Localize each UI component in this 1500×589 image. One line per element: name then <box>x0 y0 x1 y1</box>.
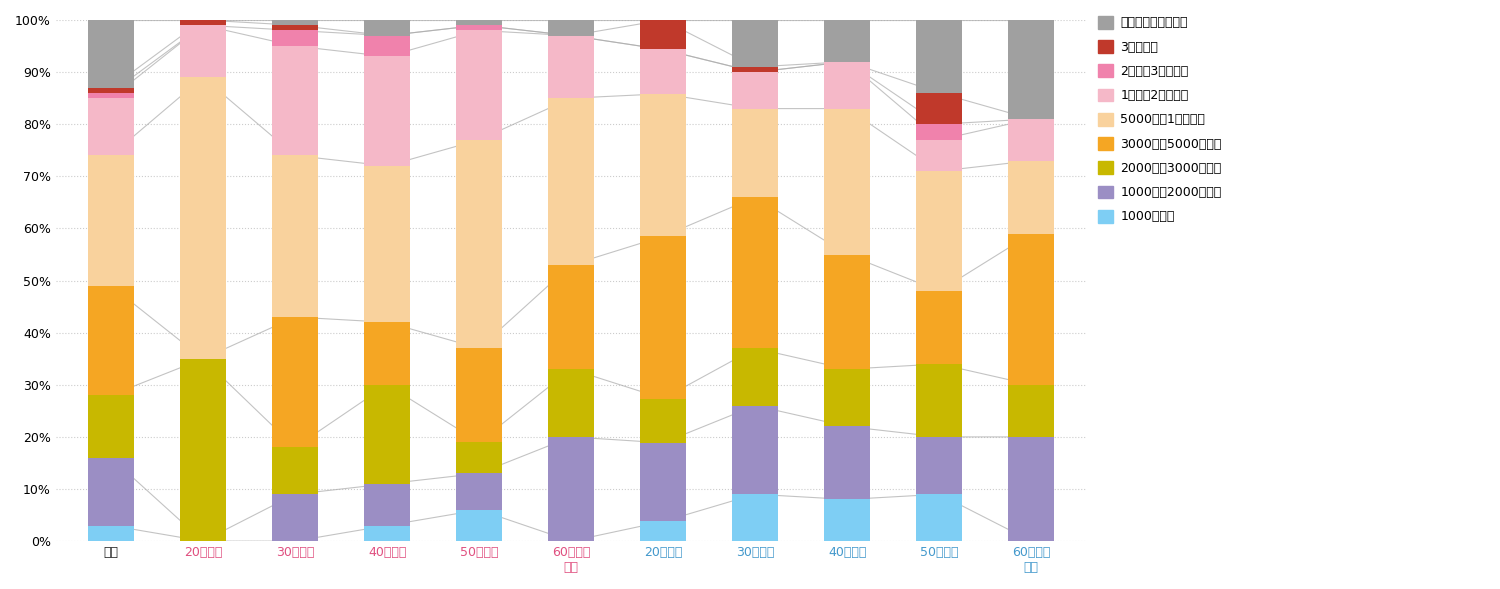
Bar <box>456 442 503 474</box>
Bar <box>272 20 318 25</box>
Bar <box>1008 20 1054 119</box>
Legend: 利用したことがない, 3万円以上, 2万円～3万円未満, 1万円～2万円未満, 5000円～1万円未満, 3000円～5000円未満, 2000円～3000円未: 利用したことがない, 3万円以上, 2万円～3万円未満, 1万円～2万円未満, … <box>1098 16 1222 223</box>
Bar <box>272 25 318 31</box>
Bar <box>732 20 778 67</box>
Bar <box>180 25 226 77</box>
Bar <box>364 57 410 166</box>
Bar <box>640 521 686 541</box>
Bar <box>272 494 318 541</box>
Bar <box>825 20 870 62</box>
Bar <box>825 369 870 426</box>
Bar <box>916 124 963 140</box>
Bar <box>364 322 410 385</box>
Bar <box>640 49 686 94</box>
Bar <box>825 62 870 108</box>
Bar <box>272 155 318 317</box>
Bar <box>456 140 503 348</box>
Bar <box>88 395 134 458</box>
Bar <box>640 20 686 49</box>
Bar <box>456 510 503 541</box>
Bar <box>732 494 778 541</box>
Bar <box>732 348 778 406</box>
Bar <box>456 474 503 510</box>
Bar <box>825 254 870 369</box>
Bar <box>916 20 963 93</box>
Bar <box>825 426 870 499</box>
Bar <box>732 108 778 197</box>
Bar <box>825 499 870 541</box>
Bar <box>456 31 503 140</box>
Bar <box>916 93 963 124</box>
Bar <box>916 140 963 171</box>
Bar <box>640 94 686 236</box>
Bar <box>732 67 778 72</box>
Bar <box>88 286 134 395</box>
Bar <box>272 46 318 155</box>
Bar <box>916 437 963 494</box>
Bar <box>364 385 410 484</box>
Bar <box>916 364 963 437</box>
Bar <box>548 35 594 98</box>
Bar <box>456 348 503 442</box>
Bar <box>1008 385 1054 437</box>
Bar <box>548 98 594 265</box>
Bar <box>272 447 318 494</box>
Bar <box>1008 161 1054 234</box>
Bar <box>180 20 226 25</box>
Bar <box>732 72 778 108</box>
Bar <box>548 265 594 369</box>
Bar <box>364 166 410 322</box>
Bar <box>272 317 318 447</box>
Bar <box>640 236 686 399</box>
Bar <box>1008 119 1054 161</box>
Bar <box>916 171 963 291</box>
Bar <box>88 525 134 541</box>
Bar <box>88 20 134 88</box>
Bar <box>548 437 594 541</box>
Bar <box>916 494 963 541</box>
Bar <box>640 443 686 521</box>
Bar <box>364 35 410 57</box>
Bar <box>180 77 226 359</box>
Bar <box>272 31 318 46</box>
Bar <box>88 458 134 525</box>
Bar <box>364 20 410 35</box>
Bar <box>732 197 778 348</box>
Bar <box>364 484 410 525</box>
Bar <box>640 399 686 443</box>
Bar <box>88 88 134 93</box>
Bar <box>88 93 134 98</box>
Bar <box>88 98 134 155</box>
Bar <box>548 369 594 437</box>
Bar <box>732 406 778 494</box>
Bar <box>825 108 870 254</box>
Bar <box>364 525 410 541</box>
Bar <box>916 291 963 364</box>
Bar <box>456 20 503 25</box>
Bar <box>1008 437 1054 541</box>
Bar <box>180 359 226 541</box>
Bar <box>456 25 503 31</box>
Bar <box>88 155 134 286</box>
Bar <box>1008 234 1054 385</box>
Bar <box>548 20 594 35</box>
